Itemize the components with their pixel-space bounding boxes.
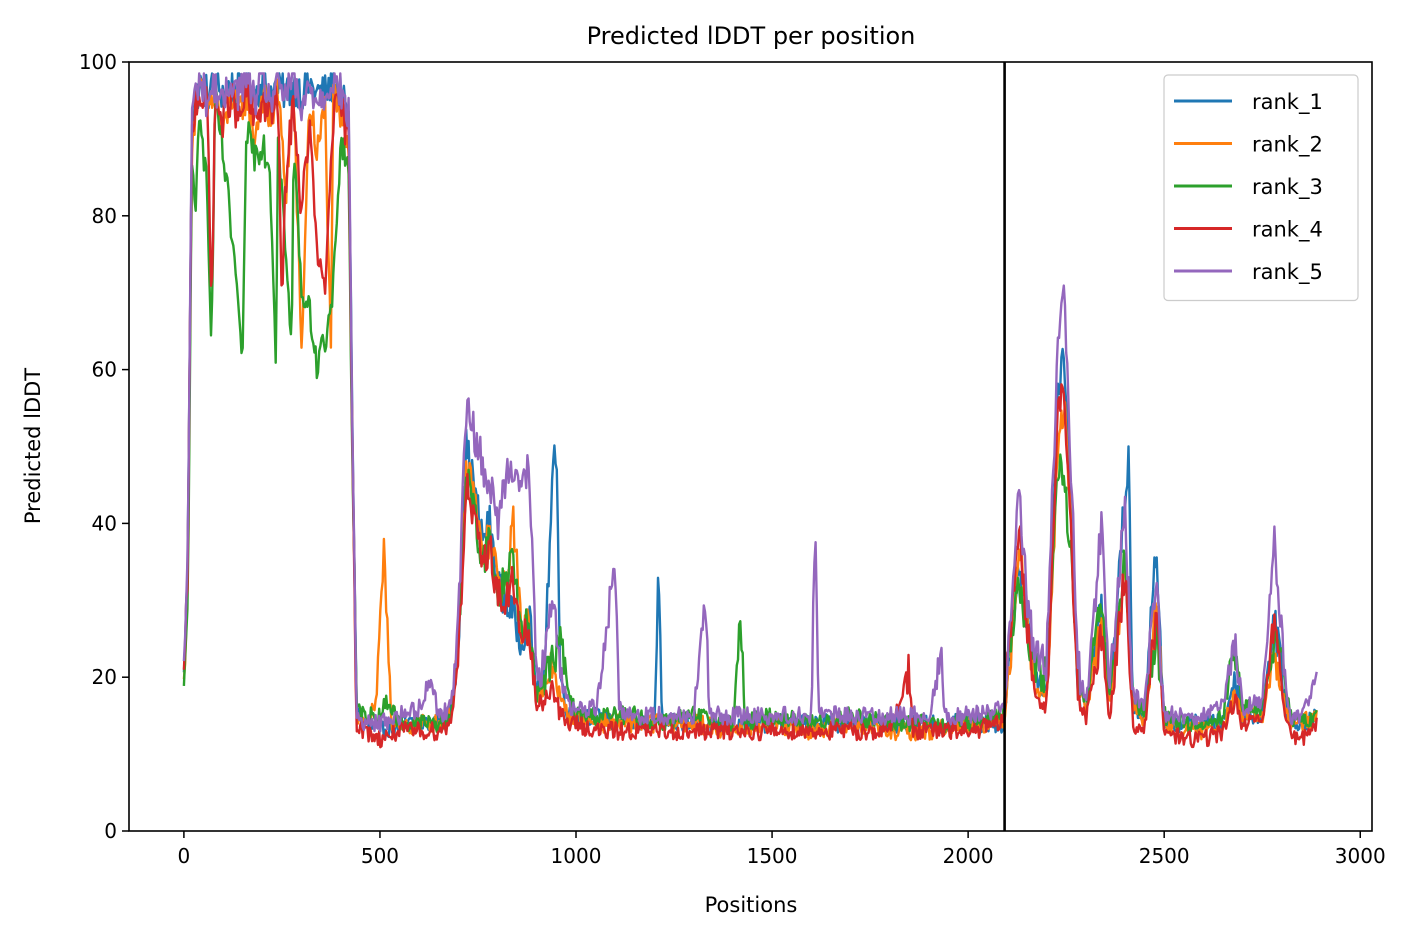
y-tick-label: 20 <box>92 665 117 689</box>
y-axis-label: Predicted lDDT <box>21 368 45 524</box>
x-tick-label: 1000 <box>551 844 602 868</box>
legend-label-rank_2: rank_2 <box>1252 133 1323 158</box>
x-axis-label: Positions <box>705 893 798 917</box>
legend-box <box>1163 74 1359 302</box>
y-axis: 0 20 40 60 80 100 <box>79 50 129 843</box>
chart-title: Predicted lDDT per position <box>587 22 916 50</box>
y-tick-label: 80 <box>92 204 117 228</box>
x-axis: 0 500 1000 1500 2000 2500 3000 <box>178 831 1386 868</box>
x-tick-label: 3000 <box>1335 844 1386 868</box>
y-tick-label: 60 <box>92 358 117 382</box>
legend: rank_1 rank_2 rank_3 rank_4 rank_5 <box>1163 74 1359 302</box>
x-tick-label: 2500 <box>1139 844 1190 868</box>
legend-label-rank_3: rank_3 <box>1252 175 1323 200</box>
y-tick-label: 40 <box>92 511 117 535</box>
y-tick-label: 0 <box>104 819 117 843</box>
series-line-rank_2 <box>182 77 1318 742</box>
y-tick-label: 100 <box>79 50 117 74</box>
legend-label-rank_4: rank_4 <box>1252 218 1323 243</box>
legend-label-rank_1: rank_1 <box>1252 90 1323 115</box>
plot-frame <box>128 61 1373 832</box>
x-tick-label: 0 <box>178 844 191 868</box>
x-tick-label: 1500 <box>747 844 798 868</box>
x-tick-label: 500 <box>361 844 399 868</box>
series-line-rank_4 <box>182 76 1318 749</box>
x-tick-label: 2000 <box>943 844 994 868</box>
legend-label-rank_5: rank_5 <box>1252 260 1323 285</box>
series-group <box>182 72 1318 749</box>
series-line-rank_5 <box>182 72 1318 733</box>
series-line-rank_1 <box>182 72 1318 740</box>
series-line-rank_3 <box>182 82 1318 734</box>
